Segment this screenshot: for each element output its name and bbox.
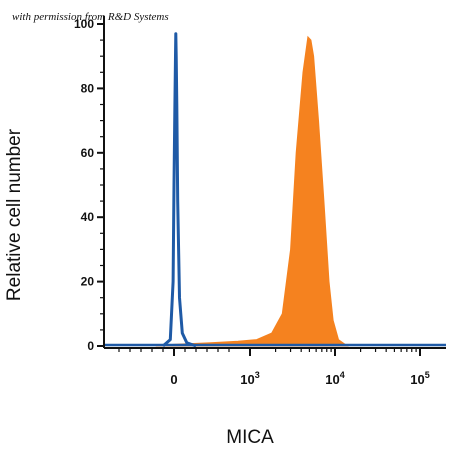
y-tick-label: 20: [81, 275, 95, 289]
series-layer: [104, 32, 446, 348]
x-tick-label: 0: [170, 372, 177, 387]
y-tick-label: 80: [81, 81, 95, 95]
x-axis-label: MICA: [226, 427, 274, 448]
series-filled-histogram: [155, 35, 349, 347]
y-tick-label: 100: [74, 17, 94, 31]
x-tick-label: 105: [410, 370, 429, 387]
x-tick-label: 103: [240, 370, 259, 387]
y-tick-label: 60: [81, 146, 95, 160]
y-tick-label: 40: [81, 210, 95, 224]
ticks-layer: 0 20 40 60 80 100 0 103 104 105: [74, 17, 430, 387]
y-axis-label: Relative cell number: [4, 128, 25, 301]
x-tick-label: 104: [325, 370, 344, 387]
series-outline-histogram: [162, 32, 197, 348]
watermark-text: with permission from R&D Systems: [12, 11, 169, 23]
y-tick-label: 0: [87, 339, 94, 353]
axes-layer: [103, 16, 446, 349]
